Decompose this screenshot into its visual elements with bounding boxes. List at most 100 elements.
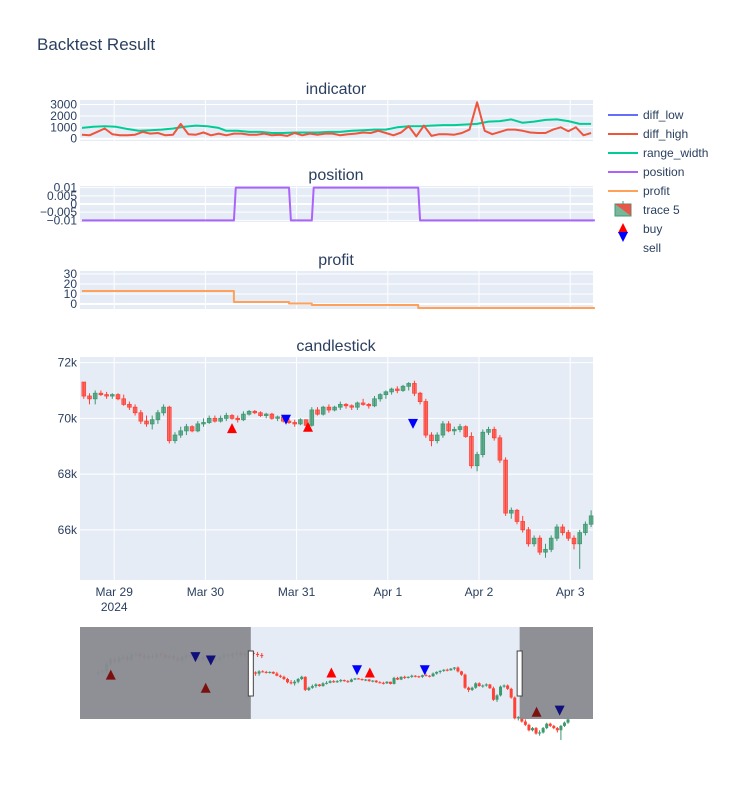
candle-body (110, 394, 115, 397)
candle-body (389, 388, 394, 393)
slider-candle-body (523, 721, 527, 725)
candle-body (332, 406, 337, 411)
candle-body (115, 394, 121, 400)
slider-candle-body (296, 679, 300, 682)
candle-body (92, 392, 98, 400)
slider-candle-body (396, 677, 400, 680)
slider-buy-marker (364, 667, 375, 678)
candle-body (526, 529, 531, 545)
slider-candle-body (367, 679, 371, 682)
range-slider-left-handle[interactable] (247, 650, 254, 697)
slider-buy-marker-masked (105, 669, 116, 680)
candlestick-subplot-title: candlestick (296, 338, 376, 355)
position-y-tick-label: 0.01 (54, 181, 78, 195)
range-slider[interactable] (80, 627, 593, 741)
candle-body (241, 413, 246, 421)
slider-candle-body (420, 675, 424, 677)
candle-body (161, 406, 166, 414)
legend[interactable]: diff_low diff_high range_width position prof… (608, 108, 708, 255)
candle-body (406, 383, 411, 387)
candle-body (155, 412, 161, 421)
candle-body (298, 419, 303, 425)
candle-body (172, 434, 178, 442)
candlestick-x-tick-label: Mar 29 (96, 585, 134, 599)
profit-y-tick-label: 30 (64, 267, 78, 281)
slider-candle-body (545, 723, 549, 729)
candle-body (560, 526, 565, 534)
candle-body (338, 403, 343, 408)
legend-item-diff_low[interactable]: diff_low (608, 108, 684, 122)
legend-item-profit[interactable]: profit (608, 184, 670, 198)
slider-candle-body (303, 676, 307, 690)
legend-item-buy[interactable]: buy (618, 222, 662, 236)
candle-body (571, 537, 577, 545)
candle-body (457, 426, 463, 430)
candle-body (360, 402, 366, 405)
legend-item-trace-5[interactable]: trace 5 (614, 201, 680, 217)
slider-candle-body (431, 673, 435, 677)
candle-body (548, 537, 554, 550)
candle-body (463, 426, 468, 437)
candle-body (184, 426, 189, 432)
sell-marker (408, 418, 418, 429)
candle-body (577, 532, 582, 545)
position-y-tick-label: 0.005 (47, 189, 77, 203)
slider-candle-body (293, 681, 297, 684)
slider-candle-body (499, 686, 503, 696)
candle-body (149, 419, 155, 425)
slider-candle-body (438, 670, 442, 672)
candle-body (195, 423, 201, 432)
slider-candle-body (509, 688, 513, 698)
indicator-y-tick-label: 1000 (50, 120, 77, 134)
slider-candle-body (534, 728, 538, 734)
slider-candle-body (467, 687, 471, 690)
diff_high-line (81, 101, 592, 138)
slider-candle-body (566, 719, 570, 723)
slider-candle-body (385, 681, 389, 684)
legend-item-range_width[interactable]: range_width (608, 146, 708, 160)
slider-candle-body (428, 675, 432, 677)
legend-item-diff_high[interactable]: diff_high (608, 127, 688, 141)
candle-body (246, 410, 252, 415)
slider-candle-body (481, 685, 485, 687)
slider-candle-body (374, 680, 378, 683)
legend-item-position[interactable]: position (608, 165, 684, 179)
sell-marker (281, 414, 291, 425)
slider-candle-body (256, 653, 260, 655)
legend-label: trace 5 (643, 203, 680, 217)
candle-body (263, 413, 269, 416)
slider-candle-body (381, 682, 385, 684)
candle-body (189, 426, 195, 432)
legend-swatch-candle-down (615, 204, 631, 216)
candle-body (144, 420, 149, 425)
candle-body (104, 394, 109, 397)
candle-body (229, 415, 235, 419)
candle-body (269, 413, 275, 419)
range-slider-right-handle[interactable] (516, 650, 523, 697)
candle-body (132, 406, 138, 414)
candle-body (452, 429, 457, 432)
candle-body (167, 406, 172, 442)
profit-subplot-title: profit (318, 252, 354, 269)
slider-candle-body (328, 681, 332, 683)
candle-body (138, 412, 144, 422)
slider-candle-body (268, 671, 272, 673)
profit-y-tick-label: 10 (64, 287, 78, 301)
candlestick-x-tick-label: Mar 31 (278, 585, 316, 599)
slider-candle-body (399, 676, 403, 680)
slider-candle-body (342, 680, 346, 682)
slider-sell-marker-masked (554, 705, 565, 716)
legend-item-sell[interactable]: sell (618, 232, 661, 255)
candle-body (98, 392, 104, 396)
candle-body (309, 409, 315, 426)
range_width-line (81, 118, 592, 134)
candlestick-plot-area (80, 357, 593, 580)
slider-candle-body (388, 681, 392, 684)
candle-body (514, 509, 520, 522)
legend-label: position (643, 165, 684, 179)
candle-body (292, 422, 297, 425)
